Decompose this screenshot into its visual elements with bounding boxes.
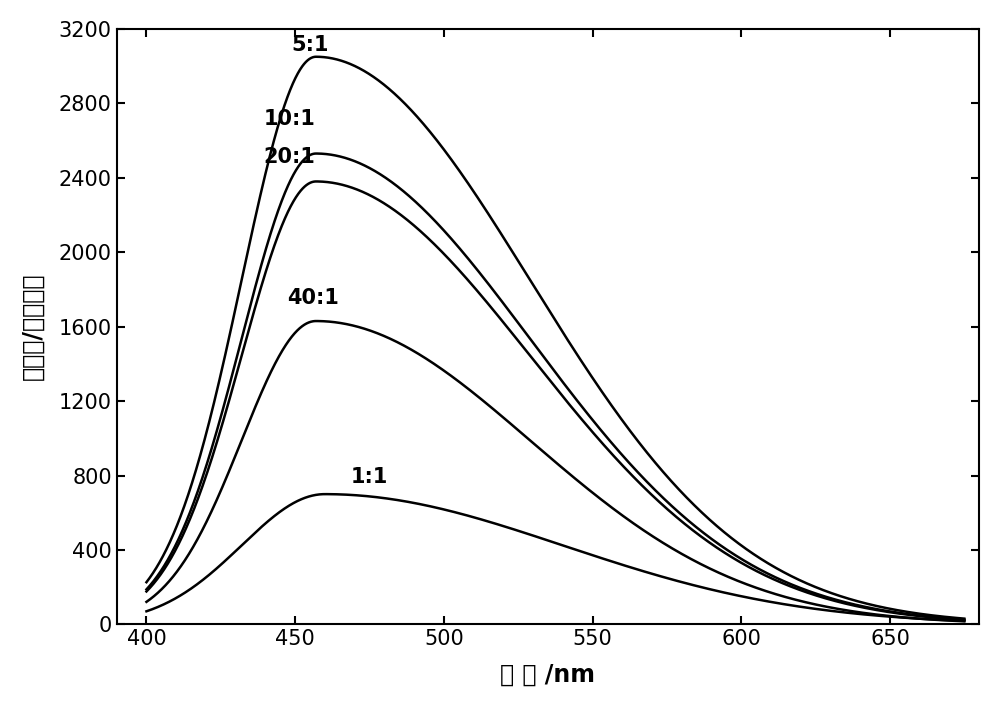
Text: 1:1: 1:1 [351,467,388,486]
Text: 5:1: 5:1 [291,35,329,55]
Text: 20:1: 20:1 [263,147,315,166]
Y-axis label: 荧光值/任意单位: 荧光值/任意单位 [21,273,45,380]
Text: 10:1: 10:1 [263,109,315,130]
X-axis label: 波 长 /nm: 波 长 /nm [500,663,595,687]
Text: 40:1: 40:1 [287,288,339,308]
